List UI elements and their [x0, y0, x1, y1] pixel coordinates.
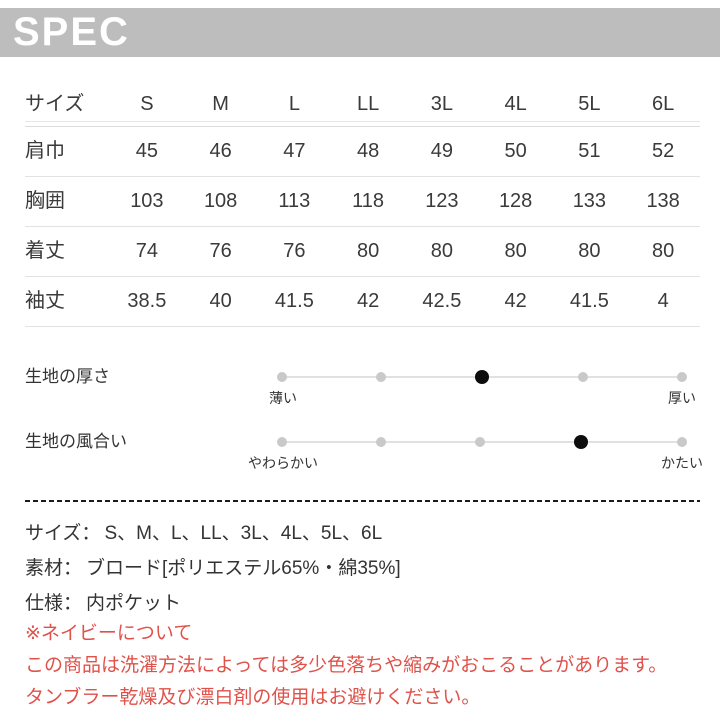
column-header-4l: 4L [504, 93, 527, 115]
row-label: 袖丈 [25, 290, 65, 312]
table-cell: 76 [209, 240, 232, 262]
table-cell: 42.5 [422, 290, 462, 312]
table-cell: 42 [504, 290, 527, 312]
table-cell: 128 [498, 190, 533, 212]
column-header-s: S [140, 93, 154, 115]
note-title: ※ネイビーについて [25, 623, 193, 644]
table-row-chest: 胸囲 103 108 113 118 123 128 133 138 [25, 177, 700, 227]
table-cell: 76 [283, 240, 306, 262]
table-row-body-length: 着丈 74 76 76 80 80 80 80 80 [25, 227, 700, 277]
fabric-texture-scale: 生地の風合い やわらかい かたい [0, 417, 720, 482]
scale-min-label: 薄い [269, 390, 297, 406]
scale-dot [376, 372, 386, 382]
scale-label: 生地の風合い [25, 432, 127, 451]
header-divider [25, 121, 700, 127]
note-line: この商品は洗濯方法によっては多少色落ちや縮みがおこることがあります。 [25, 655, 668, 676]
detail-spec: 仕様： 内ポケット [25, 592, 181, 616]
size-table: サイズ S M L LL 3L 4L 5L 6L 肩巾 45 46 47 48 … [25, 88, 700, 327]
column-header-6l: 6L [652, 93, 675, 115]
table-cell: 41.5 [274, 290, 314, 312]
scale-dot [277, 437, 287, 447]
scale-dot-active [574, 435, 588, 449]
detail-label: 素材： [25, 558, 83, 579]
row-label: 着丈 [25, 240, 65, 262]
size-table-corner-label: サイズ [25, 93, 85, 115]
scale-dot [475, 437, 485, 447]
scale-track [277, 417, 687, 467]
table-cell: 45 [135, 140, 158, 162]
table-cell: 47 [283, 140, 306, 162]
scale-track [277, 352, 687, 402]
table-cell: 42 [357, 290, 380, 312]
table-cell: 52 [652, 140, 675, 162]
detail-label: 仕様： [25, 593, 83, 614]
table-cell: 40 [209, 290, 232, 312]
table-cell: 46 [209, 140, 232, 162]
column-header-5l: 5L [578, 93, 601, 115]
spec-header-bar: SPEC [0, 8, 720, 57]
note-line: タンブラー乾燥及び漂白剤の使用はお避けください。 [25, 687, 481, 708]
row-label: 肩巾 [25, 140, 65, 162]
detail-material: 素材： ブロード[ポリエステル65%・綿35%] [25, 557, 401, 581]
detail-label: サイズ： [25, 523, 101, 544]
detail-value: 内ポケット [86, 593, 182, 614]
scale-max-label: 厚い [668, 390, 696, 406]
table-cell: 80 [652, 240, 675, 262]
scale-dot [677, 437, 687, 447]
scale-label: 生地の厚さ [25, 367, 110, 386]
detail-sizes: サイズ： S、M、L、LL、3L、4L、5L、6L [25, 522, 382, 546]
table-cell: 133 [572, 190, 607, 212]
table-row-sleeve-length: 袖丈 38.5 40 41.5 42 42.5 42 41.5 4 [25, 277, 700, 327]
table-cell: 80 [430, 240, 453, 262]
detail-value: S、M、L、LL、3L、4L、5L、6L [104, 523, 383, 544]
scale-dots [277, 417, 687, 467]
scale-dot [277, 372, 287, 382]
table-cell: 49 [430, 140, 453, 162]
scale-dots [277, 352, 687, 402]
scale-dot [578, 372, 588, 382]
scale-dot [677, 372, 687, 382]
table-cell: 80 [578, 240, 601, 262]
table-cell: 113 [278, 190, 311, 212]
size-table-header-row: サイズ S M L LL 3L 4L 5L 6L [25, 88, 700, 121]
table-cell: 123 [425, 190, 459, 212]
dashed-divider [25, 500, 700, 502]
row-label: 胸囲 [25, 190, 65, 212]
table-cell: 48 [357, 140, 380, 162]
table-cell: 41.5 [569, 290, 609, 312]
table-cell: 38.5 [127, 290, 167, 312]
scale-dot-active [475, 370, 489, 384]
scale-min-label: やわらかい [248, 455, 318, 471]
scale-max-label: かたい [661, 455, 703, 471]
column-header-3l: 3L [430, 93, 453, 115]
table-cell: 74 [135, 240, 158, 262]
table-cell: 108 [203, 190, 238, 212]
column-header-m: M [212, 93, 229, 115]
table-cell: 80 [357, 240, 380, 262]
column-header-ll: LL [357, 93, 380, 115]
detail-value: ブロード[ポリエステル65%・綿35%] [86, 558, 401, 579]
table-row-shoulder: 肩巾 45 46 47 48 49 50 51 52 [25, 127, 700, 177]
table-cell: 50 [504, 140, 527, 162]
table-cell: 4 [657, 290, 669, 312]
table-cell: 103 [130, 190, 164, 212]
table-cell: 80 [504, 240, 527, 262]
scale-dot [376, 437, 386, 447]
table-cell: 118 [352, 190, 385, 212]
spec-title: SPEC [13, 10, 130, 54]
column-header-l: L [288, 93, 300, 115]
table-cell: 51 [578, 140, 601, 162]
table-cell: 138 [646, 190, 680, 212]
fabric-thickness-scale: 生地の厚さ 薄い 厚い [0, 352, 720, 417]
